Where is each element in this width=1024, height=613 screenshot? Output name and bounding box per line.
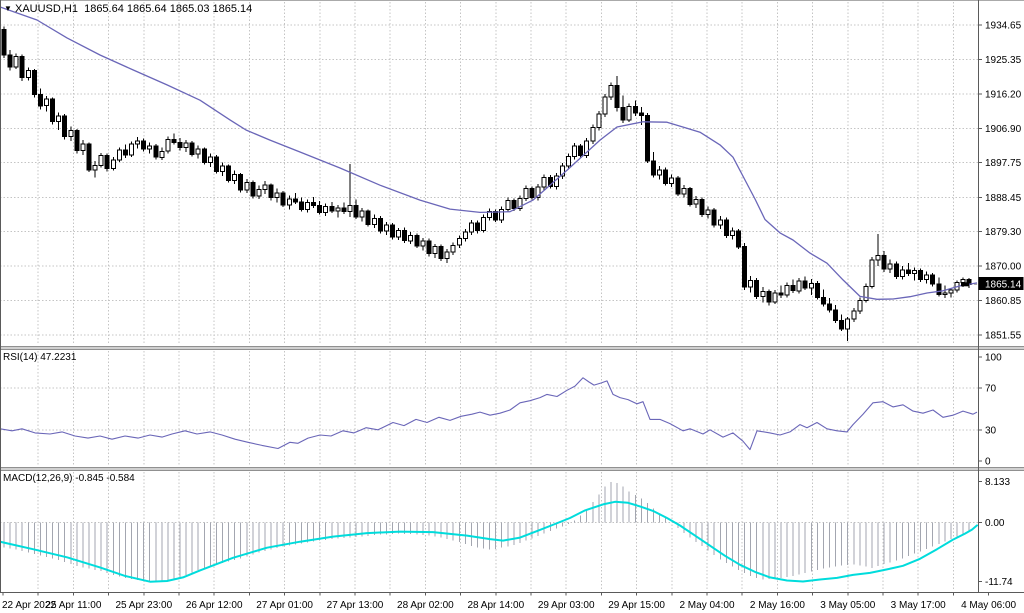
symbol-timeframe-label: XAUUSD,H1 (14, 3, 78, 15)
macd-panel[interactable] (0, 471, 978, 592)
macd-axis-label: -11.74 (985, 577, 1013, 588)
ohlc-readout: 1865.64 1865.64 1865.03 1865.14 (84, 3, 253, 15)
price-axis-label: 1870.00 (985, 262, 1022, 273)
time-label: 2 May 16:00 (750, 600, 805, 611)
panel-divider[interactable] (0, 346, 1024, 350)
time-label: 28 Apr 14:00 (467, 600, 524, 611)
rsi-panel[interactable] (0, 350, 978, 466)
macd-axis[interactable]: 8.133 0.00 -11.74 (978, 477, 1013, 588)
rsi-line (1, 377, 978, 451)
svg-text:1865.14: 1865.14 (985, 280, 1022, 291)
price-axis-label: 1925.35 (985, 55, 1022, 66)
macd-axis-label: 0.00 (985, 518, 1005, 529)
candlestick-series (1, 26, 972, 342)
price-axis-label: 1860.85 (985, 296, 1022, 307)
chart-frame (0, 0, 1024, 593)
grid-lines (0, 2, 978, 591)
time-label: 3 May 17:00 (891, 600, 946, 611)
time-label: 29 Apr 03:00 (538, 600, 595, 611)
time-label: 25 Apr 11:00 (45, 600, 101, 611)
time-label: 28 Apr 02:00 (397, 600, 454, 611)
time-label: 25 Apr 23:00 (115, 600, 172, 611)
time-label: 29 Apr 15:00 (608, 600, 665, 611)
time-label: 3 May 05:00 (820, 600, 875, 611)
time-label: 27 Apr 01:00 (256, 600, 313, 611)
rsi-axis[interactable]: 100 70 30 0 (978, 353, 1002, 468)
macd-signal-line (1, 500, 978, 583)
macd-histogram-series (3, 482, 970, 582)
price-axis-label: 1916.20 (985, 89, 1022, 100)
symbol-dropdown-icon[interactable]: ▼ (4, 4, 12, 13)
price-axis-label: 1897.75 (985, 158, 1022, 169)
last-price-marker (961, 282, 969, 287)
rsi-axis-label: 100 (985, 353, 1002, 364)
panel-divider[interactable] (0, 467, 1024, 471)
price-axis-label: 1906.90 (985, 124, 1022, 135)
moving-average-line (1, 6, 978, 300)
price-axis-label: 1879.30 (985, 227, 1022, 238)
rsi-axis-label: 0 (985, 457, 991, 468)
time-label: 2 May 04:00 (679, 600, 734, 611)
current-price-badge: 1865.14 (978, 277, 1024, 291)
price-axis-label: 1888.45 (985, 193, 1022, 204)
rsi-indicator-label: RSI(14) 47.2231 (3, 352, 77, 363)
price-axis-label: 1851.55 (985, 331, 1022, 342)
time-label: 26 Apr 12:00 (186, 600, 243, 611)
time-label: 4 May 06:00 (961, 600, 1016, 611)
price-axis-label: 1934.65 (985, 21, 1022, 32)
price-axis[interactable]: 1934.65 1925.35 1916.20 1906.90 1897.75 1888.… (978, 21, 1022, 342)
symbol-header: ▼ XAUUSD,H1 1865.64 1865.64 1865.03 1865… (4, 3, 252, 15)
macd-axis-label: 8.133 (985, 477, 1010, 488)
time-label: 27 Apr 13:00 (327, 600, 384, 611)
rsi-axis-label: 70 (985, 384, 997, 395)
main-chart-panel[interactable] (0, 1, 978, 346)
macd-indicator-label: MACD(12,26,9) -0.845 -0.584 (3, 473, 135, 484)
time-label: 22 Apr 2022 (2, 600, 56, 611)
rsi-axis-label: 30 (985, 425, 997, 436)
